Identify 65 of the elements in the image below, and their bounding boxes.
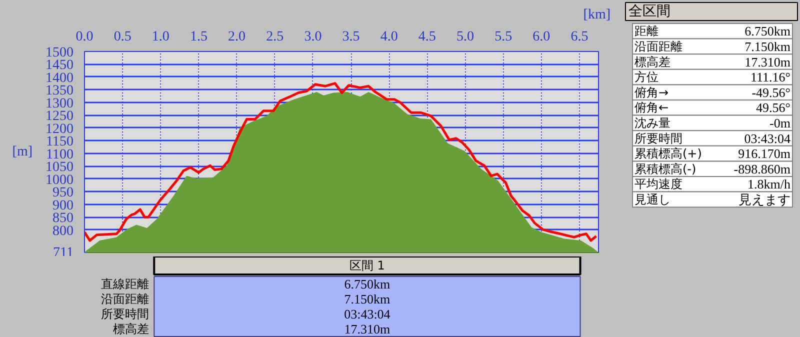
text: -49.56° [752, 84, 791, 100]
y-tick-label: 1350 [46, 84, 74, 99]
text: 1.8km/h [748, 176, 791, 192]
text: 方位 [634, 70, 658, 84]
y-tick-label: 1400 [46, 70, 74, 86]
text: 沈み量 [634, 116, 670, 130]
x-tick-label: 5.5 [494, 30, 512, 44]
text: 03:43:04 [744, 130, 791, 146]
text: 7.150km [744, 38, 791, 54]
x-tick-label: 0.5 [114, 30, 132, 44]
x-tick-label: 0.0 [76, 30, 94, 44]
text: 916.170m [738, 146, 791, 162]
text: 累積標高(-) [634, 162, 696, 176]
x-tick-label: 6.5 [570, 30, 588, 44]
text: -898.860m [734, 161, 791, 176]
text: 17.310m [744, 54, 791, 70]
text: 49.56° [756, 100, 791, 116]
text: 累積標高(+) [634, 146, 702, 161]
text: -0m [770, 115, 791, 130]
x-tick-label: 3.5 [342, 30, 360, 44]
y-tick-label: 1100 [46, 147, 74, 162]
text: 距離 [634, 24, 658, 38]
text: 区間 1 [349, 258, 385, 272]
y-tick-label: 1500 [46, 46, 74, 60]
text: 俯角→ [634, 85, 669, 100]
y-tick-label: 1050 [46, 160, 74, 176]
y-axis-title: [m] [12, 144, 33, 160]
text: 標高差 [634, 54, 670, 69]
text: 見えます [738, 192, 790, 207]
text: 標高差 [113, 322, 150, 336]
x-tick-label: 5.0 [456, 30, 474, 44]
y-tick-label: 1250 [46, 109, 74, 124]
text: 所要時間 [634, 131, 682, 146]
text: 6.750km [344, 276, 390, 292]
text: 平均速度 [634, 177, 682, 192]
x-axis-title: [km] [583, 8, 611, 22]
x-tick-label: 2.5 [266, 30, 284, 44]
text: 沿面距離 [634, 39, 682, 54]
text: 全区間 [628, 4, 670, 20]
y-tick-label: 800 [52, 224, 74, 239]
text: 見通し [634, 192, 670, 206]
x-tick-label: 3.0 [304, 30, 322, 44]
x-tick-label: 4.0 [380, 30, 398, 44]
x-tick-label: 1.5 [190, 30, 208, 44]
x-tick-label: 2.0 [228, 30, 246, 44]
y-tick-label: 900 [52, 198, 74, 214]
text: 111.16° [750, 70, 790, 85]
text: 7.150km [344, 292, 390, 306]
y-tick-label: 1150 [46, 134, 74, 150]
x-tick-label: 1.0 [152, 30, 170, 44]
x-tick-label: 6.0 [532, 30, 550, 44]
text: 03:43:04 [344, 306, 391, 322]
text: 俯角← [634, 100, 669, 115]
text: 所要時間 [101, 307, 150, 321]
y-tick-label: 1300 [46, 96, 74, 112]
y-tick-label: 1450 [46, 58, 74, 74]
text: 6.750km [744, 24, 791, 39]
text: 直線距離 [101, 277, 150, 291]
text: 沿面距離 [101, 292, 150, 306]
x-tick-label: 4.5 [418, 30, 436, 44]
text: 17.310m [344, 322, 390, 336]
y-tick-label: 850 [52, 211, 74, 226]
y-tick-label: 1000 [46, 172, 74, 188]
y-tick-label: 950 [52, 186, 74, 201]
y-tick-label: 1200 [46, 122, 74, 137]
